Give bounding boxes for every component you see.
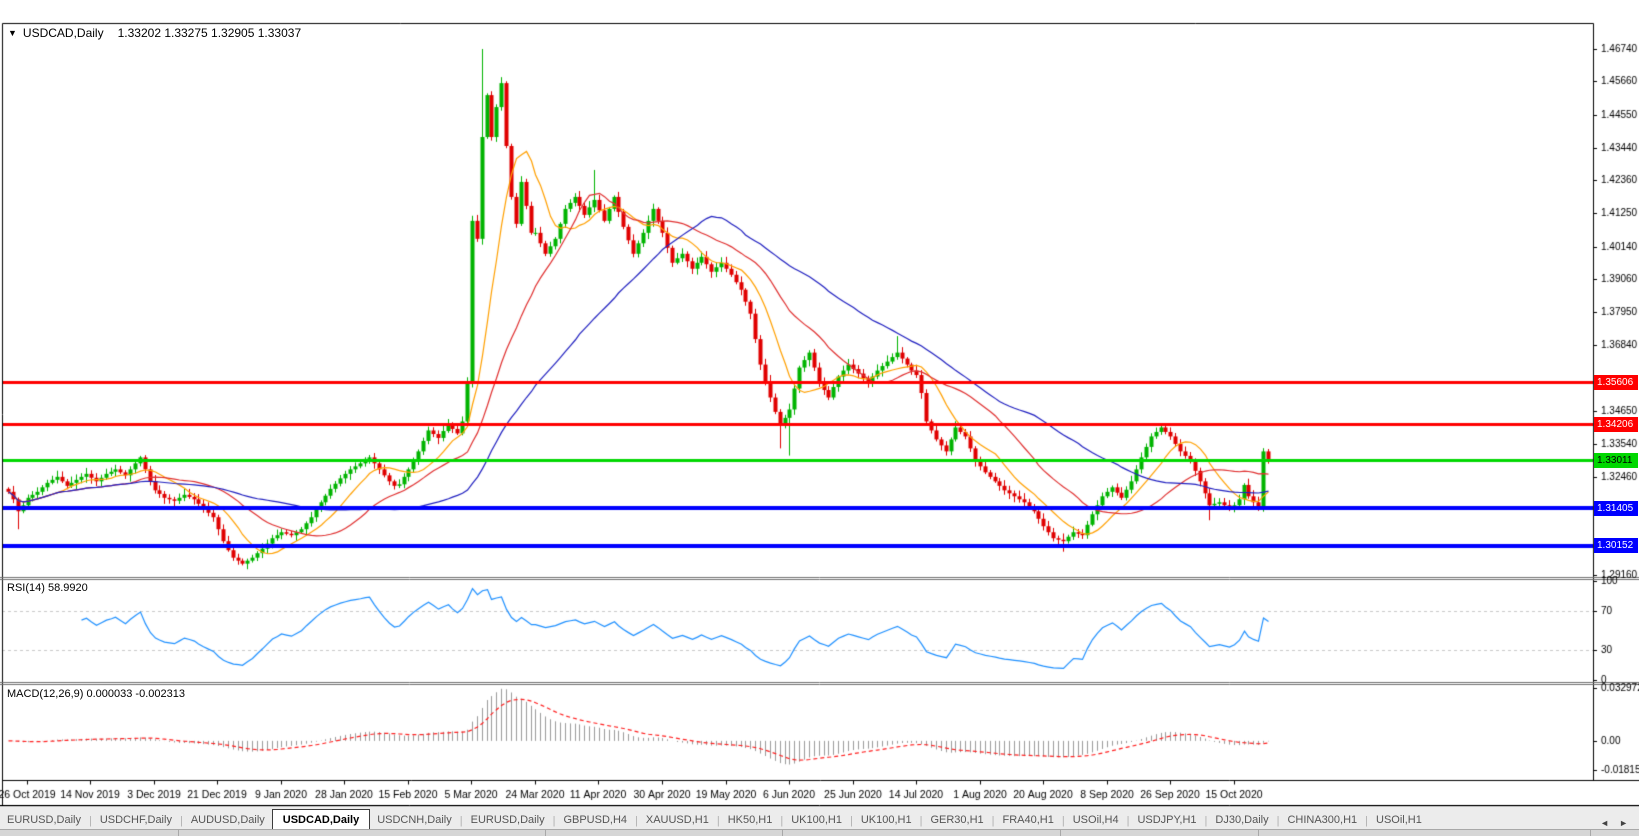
- tab-eurusd-daily[interactable]: EURUSD,Daily: [470, 814, 545, 826]
- status-bar: [0, 829, 1639, 836]
- price-line-badge: 1.31405: [1594, 501, 1638, 516]
- tab-eurusd-daily[interactable]: EURUSD,Daily: [7, 814, 81, 826]
- tab-separator: |: [991, 815, 995, 827]
- tab-usdjpy-h1[interactable]: USDJPY,H1: [1137, 814, 1197, 826]
- status-bar-divider: [1258, 830, 1259, 836]
- tab-separator: |: [635, 815, 638, 827]
- tab-separator: |: [716, 815, 720, 827]
- tab-ger30-h1[interactable]: GER30,H1: [930, 814, 984, 826]
- triangle-down-icon[interactable]: ▼: [8, 28, 17, 38]
- tab-usoil-h1[interactable]: USOil,H1: [1376, 814, 1422, 826]
- macd-indicator-label: MACD(12,26,9) 0.000033 -0.002313: [7, 688, 185, 700]
- price-line-badge: 1.34206: [1594, 417, 1638, 432]
- tab-separator: |: [88, 815, 92, 827]
- tab-separator: |: [1061, 815, 1065, 827]
- tab-separator: |: [1204, 815, 1208, 827]
- price-line-badge: 1.33011: [1594, 453, 1638, 468]
- tab-scroll-left-icon[interactable]: ◄: [1600, 818, 1610, 828]
- tab-gbpusd-h4[interactable]: GBPUSD,H4: [563, 814, 628, 826]
- tab-separator: |: [1276, 815, 1280, 827]
- tab-separator: |: [1126, 815, 1130, 827]
- status-bar-divider: [1060, 830, 1061, 836]
- tab-china300-h1[interactable]: CHINA300,H1: [1287, 814, 1358, 826]
- tab-scroll-buttons: ◄ ►: [1595, 816, 1633, 830]
- tab-usdchf-daily[interactable]: USDCHF,Daily: [99, 814, 172, 826]
- tab-usdcad-daily[interactable]: USDCAD,Daily: [271, 809, 371, 831]
- tab-fra40-h1[interactable]: FRA40,H1: [1002, 814, 1054, 826]
- tab-separator: |: [919, 815, 923, 827]
- tab-uk100-h1[interactable]: UK100,H1: [791, 814, 842, 826]
- tab-uk100-h1[interactable]: UK100,H1: [860, 814, 912, 826]
- status-bar-divider: [178, 830, 179, 836]
- symbol-tab-bar: EURUSD,Daily | USDCHF,Daily | AUDUSD,Daily US…: [0, 806, 1639, 831]
- price-line-badge: 1.35606: [1594, 375, 1638, 390]
- tab-separator: |: [849, 815, 853, 827]
- tab-separator: |: [179, 815, 183, 827]
- tab-audusd-daily[interactable]: AUDUSD,Daily: [190, 814, 265, 826]
- tab-separator: |: [1365, 815, 1369, 827]
- price-line-badge: 1.30152: [1594, 538, 1638, 553]
- tab-scroll-right-icon[interactable]: ►: [1619, 818, 1628, 828]
- tab-dj30-daily[interactable]: DJ30,Daily: [1215, 814, 1269, 826]
- chart-symbol-period: USDCAD,Daily: [22, 26, 104, 40]
- tab-usdcnh-daily[interactable]: USDCNH,Daily: [377, 814, 452, 826]
- tab-separator: |: [780, 815, 784, 827]
- chart-ohlc-values: 1.33202 1.33275 1.32905 1.33037: [117, 26, 302, 40]
- status-bar-divider: [1590, 830, 1591, 836]
- status-bar-divider: [782, 830, 783, 836]
- price-chart-canvas[interactable]: [0, 0, 1639, 806]
- chart-title: ▼ USDCAD,Daily 1.33202 1.33275 1.32905 1.3…: [8, 26, 301, 40]
- tab-hk50-h1[interactable]: HK50,H1: [727, 814, 773, 826]
- rsi-indicator-label: RSI(14) 58.9920: [7, 582, 88, 594]
- status-bar-divider: [545, 830, 546, 836]
- tab-usoil-h4[interactable]: USOil,H4: [1072, 814, 1119, 826]
- tab-xauusd-h1[interactable]: XAUUSD,H1: [645, 814, 709, 826]
- tab-separator: |: [552, 815, 556, 827]
- tab-separator: |: [459, 815, 463, 827]
